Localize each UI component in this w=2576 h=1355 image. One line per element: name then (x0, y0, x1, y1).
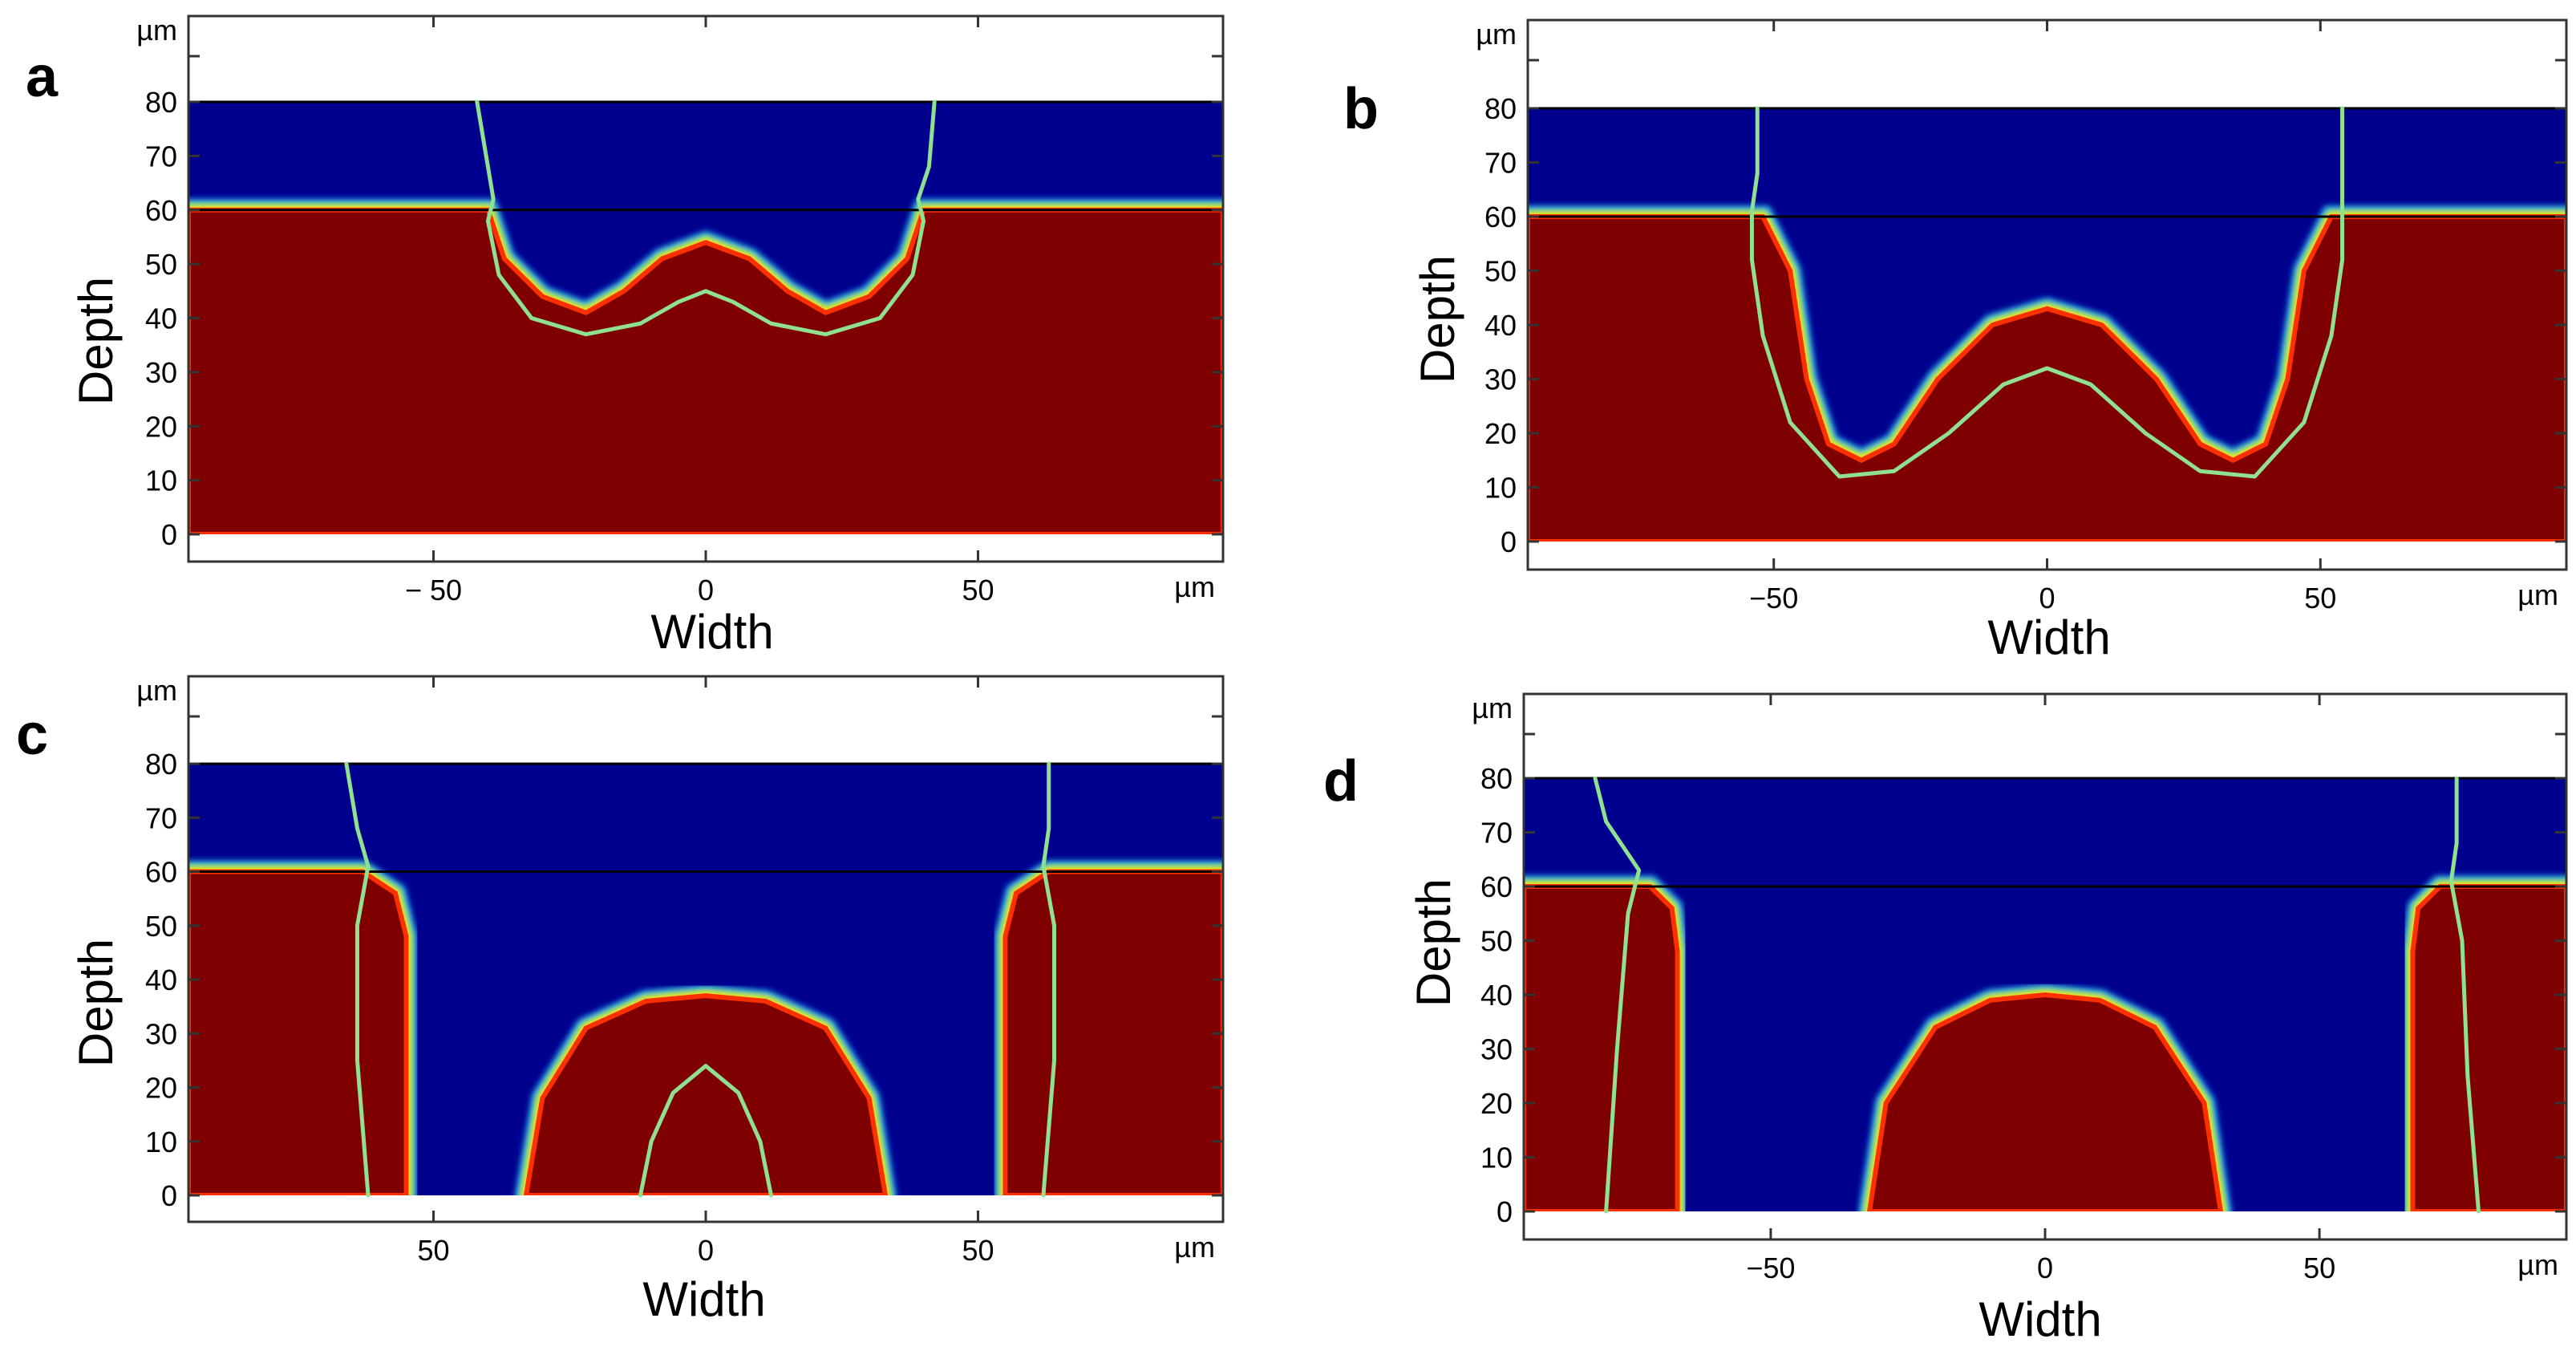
x-unit-label: µm (1174, 570, 1215, 603)
contour-line-0 (344, 761, 371, 1198)
x-tick-label: −50 (1749, 582, 1798, 615)
y-tick-label: 40 (1480, 979, 1513, 1012)
y-tick-label: 60 (145, 194, 177, 227)
x-tick-label: 50 (2303, 1252, 2335, 1284)
x-axis-title: Width (1987, 611, 2110, 664)
contour-line-2 (638, 1064, 773, 1198)
y-unit-label: µm (136, 674, 177, 707)
x-axis-title: Width (1979, 1292, 2101, 1346)
y-tick-label: 70 (1480, 817, 1513, 850)
high-phase-region-2 (1867, 992, 2223, 1211)
y-axis-title: Depth (1411, 255, 1464, 383)
x-unit-label: µm (2517, 1248, 2558, 1281)
high-phase-region-1 (1002, 869, 1223, 1195)
y-tick-label: 60 (1480, 870, 1513, 903)
contour-line-1 (2448, 776, 2481, 1214)
y-tick-label: 30 (1480, 1033, 1513, 1066)
y-tick-label: 70 (145, 801, 177, 834)
x-unit-label: µm (1174, 1231, 1215, 1264)
y-tick-label: 0 (1501, 525, 1517, 558)
high-phase-region-1 (2410, 884, 2566, 1211)
contour-line-0 (1593, 776, 1642, 1214)
y-tick-label: 80 (145, 86, 177, 119)
y-unit-label: µm (136, 14, 177, 47)
x-tick-label: − 50 (405, 574, 462, 607)
x-tick-label: 0 (698, 574, 714, 607)
y-tick-label: 20 (1480, 1087, 1513, 1120)
high-phase-region-0 (1524, 884, 1680, 1211)
high-phase-region-0 (188, 869, 409, 1195)
y-tick-label: 20 (1484, 417, 1517, 450)
x-tick-label: 0 (2037, 1252, 2053, 1284)
x-tick-label: 0 (2039, 582, 2055, 615)
y-tick-label: 40 (145, 964, 177, 996)
contour-line-0 (1749, 106, 2345, 479)
y-tick-label: 10 (145, 1126, 177, 1158)
x-tick-label: 50 (962, 1234, 994, 1267)
y-tick-label: 10 (145, 465, 177, 497)
heatmap-field (188, 764, 1223, 1195)
y-tick-label: 20 (145, 1072, 177, 1105)
contour-line-1 (1041, 761, 1057, 1198)
heatmap-field (1524, 778, 2566, 1211)
panel-letter: c (16, 703, 48, 767)
x-tick-label: 50 (2304, 582, 2336, 615)
y-tick-label: 70 (145, 140, 177, 172)
x-axis-title: Width (650, 605, 773, 659)
y-tick-label: 60 (1484, 201, 1517, 233)
contour-line-0 (475, 99, 937, 337)
y-tick-label: 80 (145, 748, 177, 781)
panel-letter: b (1343, 77, 1379, 141)
y-tick-label: 80 (1480, 762, 1513, 795)
y-tick-label: 50 (145, 910, 177, 943)
y-tick-label: 30 (145, 1017, 177, 1050)
high-phase-region-2 (523, 993, 889, 1195)
y-tick-label: 50 (1484, 255, 1517, 288)
panel-d: 0 10 20 30 40 50 60 70 80 µm −50 0 50 µm Width Depth d (1323, 692, 2568, 1346)
y-unit-label: µm (1476, 18, 1517, 51)
x-tick-label: 50 (418, 1234, 450, 1267)
heatmap-field (188, 102, 1223, 534)
x-tick-label: −50 (1746, 1252, 1795, 1284)
panel-a: 0 10 20 30 40 50 60 70 80 µm − 50 0 50 µm Width Depth a (26, 14, 1225, 659)
x-unit-label: µm (2517, 578, 2558, 611)
y-tick-label: 50 (1480, 925, 1513, 958)
y-axis-title: Depth (69, 277, 123, 405)
y-axis-title: Depth (69, 939, 123, 1067)
x-axis-title: Width (642, 1272, 765, 1326)
y-tick-label: 70 (1484, 147, 1517, 180)
panel-c: 0 10 20 30 40 50 60 70 80 µm 50 0 50 µm Width Depth c (16, 674, 1225, 1326)
y-tick-label: 60 (145, 856, 177, 889)
y-tick-label: 10 (1480, 1142, 1513, 1174)
y-tick-label: 0 (161, 518, 177, 551)
panel-letter: d (1323, 749, 1359, 813)
y-tick-label: 0 (1497, 1195, 1513, 1228)
y-tick-label: 50 (145, 248, 177, 281)
y-tick-label: 40 (1484, 309, 1517, 342)
y-axis-title: Depth (1407, 878, 1460, 1007)
y-tick-label: 10 (1484, 472, 1517, 505)
heatmap-field (1528, 108, 2566, 542)
panel-letter: a (26, 45, 59, 109)
y-tick-label: 40 (145, 302, 177, 335)
y-tick-label: 0 (161, 1179, 177, 1212)
panel-b: 0 10 20 30 40 50 60 70 80 µm −50 0 50 µm Width Depth b (1343, 18, 2568, 664)
y-unit-label: µm (1472, 692, 1513, 724)
x-tick-label: 0 (698, 1234, 714, 1267)
y-tick-label: 20 (145, 410, 177, 443)
x-tick-label: 50 (962, 574, 994, 607)
y-tick-label: 30 (145, 356, 177, 389)
high-phase-region (188, 207, 1223, 534)
y-tick-label: 80 (1484, 92, 1517, 125)
y-tick-label: 30 (1484, 363, 1517, 396)
